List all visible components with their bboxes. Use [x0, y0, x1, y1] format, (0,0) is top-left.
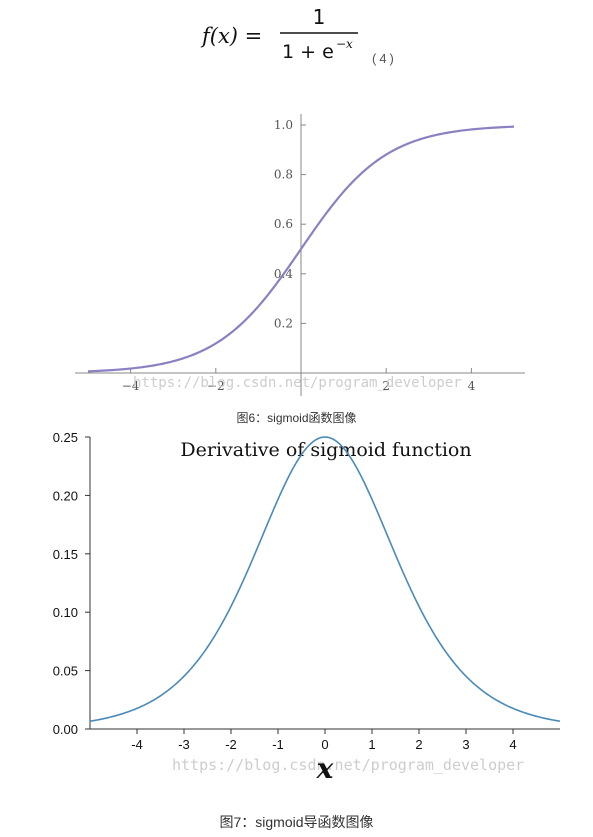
x-tick-label: -2 — [225, 737, 237, 752]
sigmoid-formula: f(x) = 1 1 + e −x (4) — [0, 0, 593, 80]
x-tick-label: 1 — [368, 737, 375, 752]
y-tick-label: 0.25 — [53, 432, 78, 445]
x-tick-label: 2 — [382, 379, 390, 393]
x-tick-label: 4 — [509, 737, 516, 752]
y-tick-label: 0.6 — [274, 217, 293, 231]
y-tick-label: 0.2 — [274, 316, 293, 330]
formula-numerator: 1 — [313, 5, 326, 29]
y-tick-label: 0.20 — [53, 488, 78, 503]
watermark: https://blog.csdn.net/program_developer — [133, 375, 462, 391]
figure7-caption: 图7：sigmoid导函数图像 — [219, 814, 374, 830]
x-tick-label: 2 — [415, 737, 422, 752]
y-tick-label: 0.10 — [53, 605, 78, 620]
sigmoid-chart: 0.20.40.60.81.0−4 −2 2 4https://blog.csdn.n… — [75, 114, 525, 396]
x-tick-label: 4 — [468, 379, 476, 393]
y-tick-label: 0.00 — [53, 722, 78, 737]
formula-denominator: 1 + e — [282, 41, 334, 63]
x-tick-label: -4 — [131, 737, 143, 752]
sigmoid-derivative-chart: Derivative of sigmoid function 0.00 0.05 0.… — [53, 432, 561, 785]
derivative-curve — [89, 436, 561, 723]
formula-exponent: −x — [336, 37, 353, 51]
y-tick-label: 0.15 — [53, 547, 78, 562]
x-tick-label: 3 — [462, 737, 469, 752]
y-tick-label: 0.8 — [274, 168, 293, 182]
y-tick-label: 1.0 — [274, 118, 293, 132]
x-tick-label: 0 — [321, 737, 328, 752]
sigmoid-curve — [87, 125, 515, 373]
x-tick-label: −4 — [122, 379, 140, 393]
x-tick-label: -1 — [272, 737, 284, 752]
x-tick-label: −2 — [207, 379, 225, 393]
watermark: https://blog.csdn.net/program_developer — [172, 756, 524, 774]
y-tick-label: 0.05 — [53, 664, 78, 679]
chart-title: Derivative of sigmoid function — [180, 439, 471, 461]
x-axis-label: x — [316, 752, 334, 785]
formula-svg: f(x) = 1 1 + e −x — [200, 5, 358, 63]
formula-lhs: f(x) = — [200, 24, 262, 48]
figure6-caption: 图6：sigmoid函数图像 — [236, 411, 357, 425]
x-tick-label: -3 — [178, 737, 190, 752]
equation-number: (4) — [372, 51, 397, 66]
